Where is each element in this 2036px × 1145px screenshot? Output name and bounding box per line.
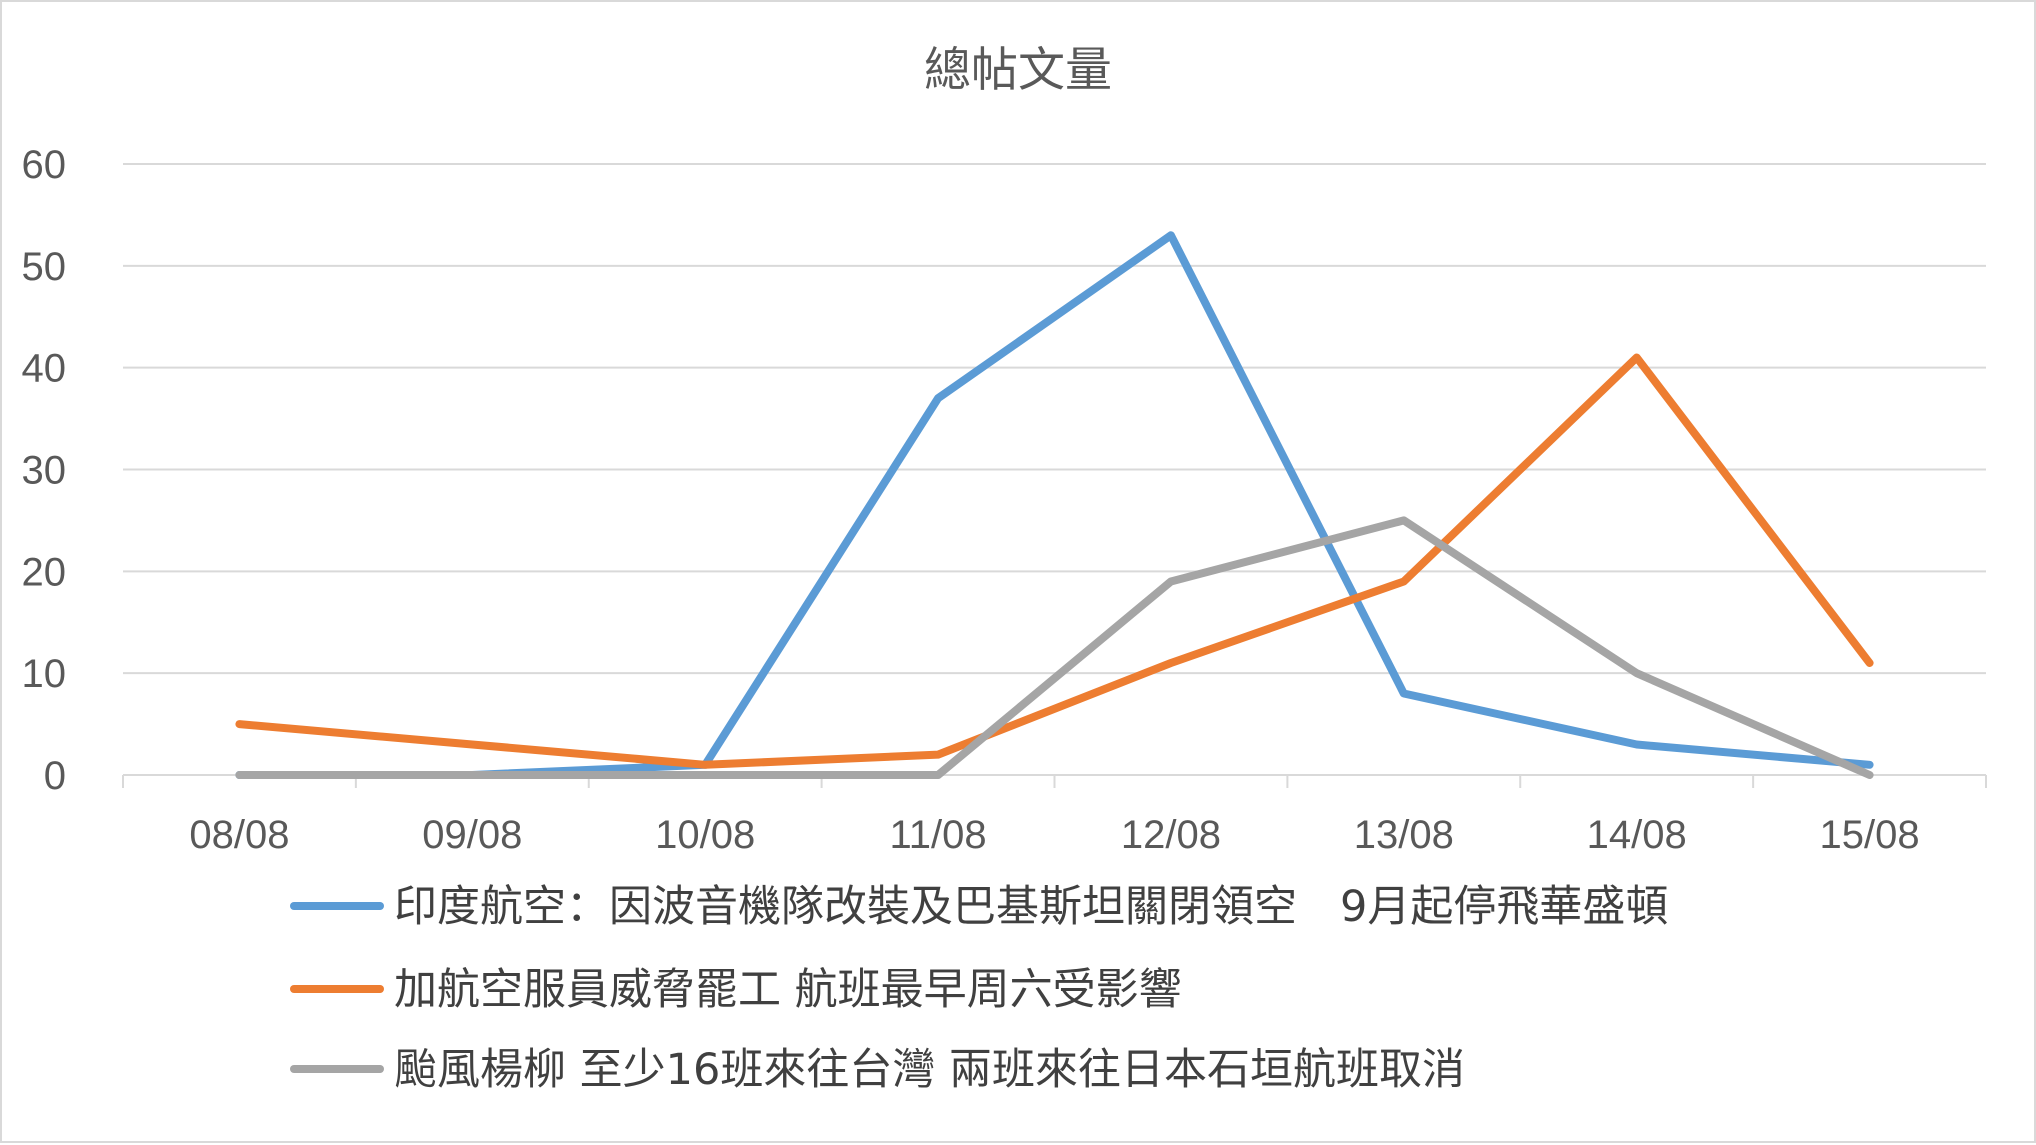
x-tick-label: 14/08 — [1587, 813, 1687, 857]
x-tick-label: 15/08 — [1820, 813, 1920, 857]
legend-label: 颱風楊柳 至少16班來往台灣 兩班來往日本石垣航班取消 — [394, 1045, 1465, 1095]
x-tick-label: 13/08 — [1354, 813, 1454, 857]
legend-item-2: 加航空服員威脅罷工 航班最早周六受影響 — [294, 965, 1182, 1015]
legend-item-1: 印度航空：因波音機隊改裝及巴基斯坦關閉領空 9月起停飛華盛頓 — [294, 882, 1668, 932]
y-tick-label: 20 — [22, 550, 67, 594]
series-lines — [239, 235, 1869, 775]
x-tick-label: 08/08 — [189, 813, 289, 857]
legend-item-3: 颱風楊柳 至少16班來往台灣 兩班來往日本石垣航班取消 — [294, 1045, 1465, 1095]
x-tick-label: 11/08 — [889, 813, 986, 857]
chart-title: 總帖文量 — [924, 43, 1112, 98]
x-tick-label: 12/08 — [1121, 813, 1221, 857]
y-tick-label: 10 — [22, 652, 67, 696]
y-tick-label: 0 — [44, 754, 66, 798]
series-1 — [239, 235, 1869, 775]
series-line — [239, 520, 1869, 775]
y-axis-tick-labels: 0 10 20 30 40 50 60 — [22, 143, 67, 798]
y-tick-label: 50 — [22, 245, 67, 289]
series-line — [239, 358, 1869, 765]
y-tick-label: 30 — [22, 449, 67, 493]
legend-label: 加航空服員威脅罷工 航班最早周六受影響 — [394, 965, 1182, 1015]
legend-label: 印度航空：因波音機隊改裝及巴基斯坦關閉領空 9月起停飛華盛頓 — [394, 882, 1668, 932]
gridlines — [123, 164, 1986, 673]
series-2 — [239, 357, 1869, 765]
y-tick-label: 40 — [22, 347, 67, 391]
y-tick-label: 60 — [22, 143, 67, 187]
x-axis-tick-labels: 08/08 09/08 10/08 11/08 12/08 13/08 14/08 15/08 — [189, 813, 1919, 857]
legend: 印度航空：因波音機隊改裝及巴基斯坦關閉領空 9月起停飛華盛頓加航空服員威脅罷工 … — [294, 882, 1668, 1095]
x-tick-label: 10/08 — [655, 813, 755, 857]
series-3 — [239, 520, 1869, 775]
series-line — [239, 235, 1869, 775]
x-tick-label: 09/08 — [422, 813, 522, 857]
